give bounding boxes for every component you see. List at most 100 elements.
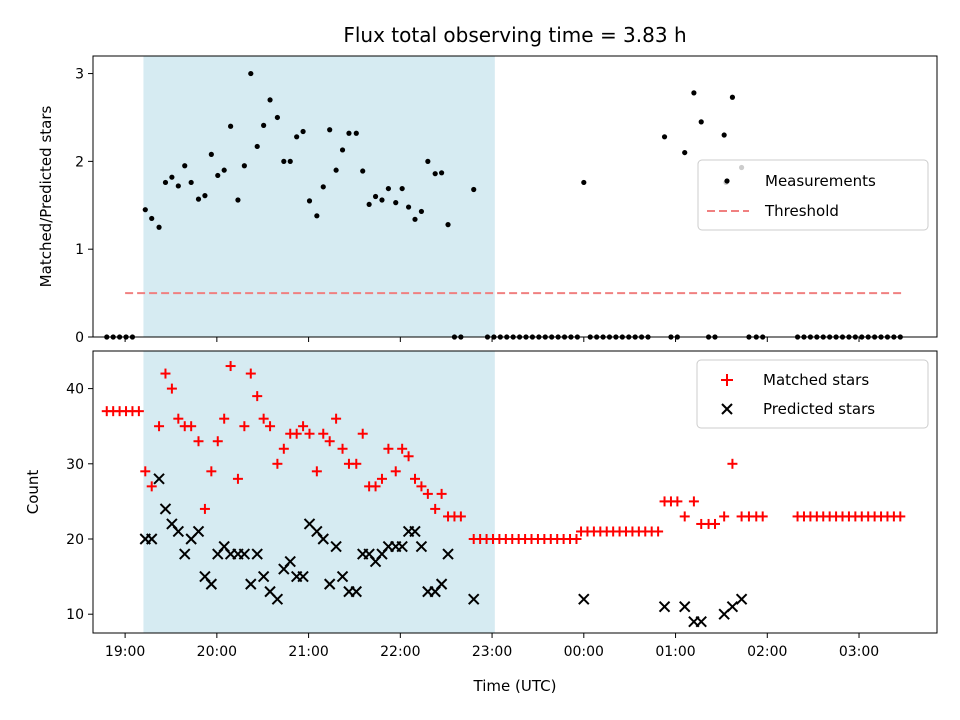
matched-star-point — [232, 473, 243, 484]
measurement-point — [721, 132, 727, 138]
legend-matched-marker — [721, 374, 733, 386]
measurement-point — [418, 208, 425, 215]
matched-star-point — [133, 406, 144, 417]
matched-star-point — [265, 421, 276, 432]
measurement-point — [698, 119, 704, 125]
measurement-point — [162, 179, 169, 186]
matched-star-point — [357, 428, 368, 439]
measurement-point — [661, 134, 668, 140]
predicted-star-point — [192, 525, 205, 538]
y-axis-ticks-top: 0 1 2 3 — [75, 67, 93, 346]
y-axis-ticks-bottom: 10 20 30 40 — [66, 382, 93, 623]
matched-star-point — [403, 451, 414, 462]
matched-star-point — [291, 428, 302, 439]
matched-star-point — [571, 534, 582, 544]
measurement-point — [281, 158, 287, 164]
measurement-point — [149, 215, 155, 222]
matched-star-point — [397, 443, 408, 454]
measurement-point — [339, 147, 346, 153]
legend-top: Measurements Threshold — [697, 159, 929, 231]
predicted-star-point — [205, 578, 218, 590]
x-tick-label: 23:00 — [472, 644, 512, 660]
predicted-star-point — [330, 540, 342, 553]
matched-star-point — [422, 488, 433, 499]
predicted-star-point — [251, 548, 263, 560]
legend-measurements-marker — [724, 178, 730, 184]
matched-star-point — [239, 421, 250, 432]
matched-star-point — [206, 466, 217, 477]
matched-star-point — [225, 361, 236, 372]
matched-star-point — [146, 481, 157, 492]
predicted-star-point — [409, 525, 421, 538]
matched-star-point — [252, 391, 263, 402]
predicted-star-point — [336, 570, 349, 583]
measurement-point — [372, 193, 379, 200]
matched-star-point — [390, 466, 401, 477]
matched-star-point — [383, 443, 394, 454]
matched-star-point — [895, 511, 906, 522]
measurement-point — [267, 97, 273, 103]
predicted-star-point — [153, 473, 165, 485]
measurement-point — [169, 174, 175, 180]
measurement-point — [729, 94, 736, 100]
measurement-point — [294, 134, 300, 140]
predicted-star-point — [245, 578, 257, 590]
measurement-point — [353, 130, 359, 136]
measurement-point — [445, 222, 451, 228]
predicted-star-point — [442, 548, 454, 560]
x-tick-label: 21:00 — [288, 644, 328, 660]
x-tick-label: 19:00 — [105, 644, 145, 660]
matched-star-point — [219, 413, 230, 424]
x-axis-ticks-bottom: 19:00 20:00 21:00 22:00 23:00 00:00 01:00 02:00… — [105, 633, 879, 660]
y-tick-label: 20 — [66, 532, 84, 548]
predicted-star-point — [435, 578, 448, 590]
y-tick-label: 10 — [66, 607, 84, 623]
predicted-star-point — [695, 616, 707, 628]
matched-star-point — [653, 526, 664, 537]
predicted-star-point — [159, 503, 172, 515]
matched-star-point — [376, 473, 387, 484]
x-tick-label: 00:00 — [564, 644, 604, 660]
count-points — [101, 361, 906, 628]
measurement-point — [327, 127, 333, 133]
measurement-point — [241, 163, 247, 169]
chart-title: Flux total observing time = 3.83 h — [343, 23, 686, 47]
y-axis-label-top: Matched/Predicted stars — [37, 106, 55, 288]
measurement-point — [320, 184, 326, 190]
predicted-star-point — [350, 585, 362, 598]
y-tick-label: 0 — [75, 330, 84, 346]
measurement-point — [306, 198, 313, 204]
matched-star-point — [430, 503, 441, 514]
matched-star-point — [351, 458, 362, 469]
measurement-point — [405, 204, 412, 210]
legend-matched-label: Matched stars — [763, 371, 869, 389]
predicted-star-point — [726, 600, 739, 613]
predicted-star-point — [146, 533, 158, 545]
predicted-star-point — [658, 600, 671, 613]
predicted-star-point — [396, 540, 408, 553]
matched-star-point — [416, 481, 427, 492]
legend-bottom: Matched stars Predicted stars — [696, 359, 929, 429]
x-tick-label: 03:00 — [839, 644, 879, 660]
matched-star-point — [160, 368, 171, 379]
predicted-star-point — [284, 555, 296, 568]
matched-star-point — [245, 368, 256, 379]
measurement-point — [221, 167, 227, 173]
measurement-point — [471, 186, 477, 193]
x-tick-label: 22:00 — [380, 644, 420, 660]
measurement-point — [188, 179, 194, 186]
matched-star-point — [709, 518, 720, 529]
x-axis-label: Time (UTC) — [473, 677, 557, 695]
matched-star-point — [298, 421, 309, 432]
matched-star-point — [311, 466, 322, 477]
measurement-points — [104, 70, 903, 340]
matched-star-point — [154, 421, 165, 432]
measurement-point — [254, 143, 260, 150]
bottom-panel: 10 20 30 40 19:00 20:00 21:00 22:00 23:00 00:00 0… — [24, 350, 938, 695]
measurement-point — [175, 183, 181, 189]
matched-star-point — [140, 466, 151, 477]
y-tick-label: 2 — [75, 154, 84, 170]
measurement-point — [346, 130, 352, 136]
predicted-star-point — [271, 593, 284, 605]
